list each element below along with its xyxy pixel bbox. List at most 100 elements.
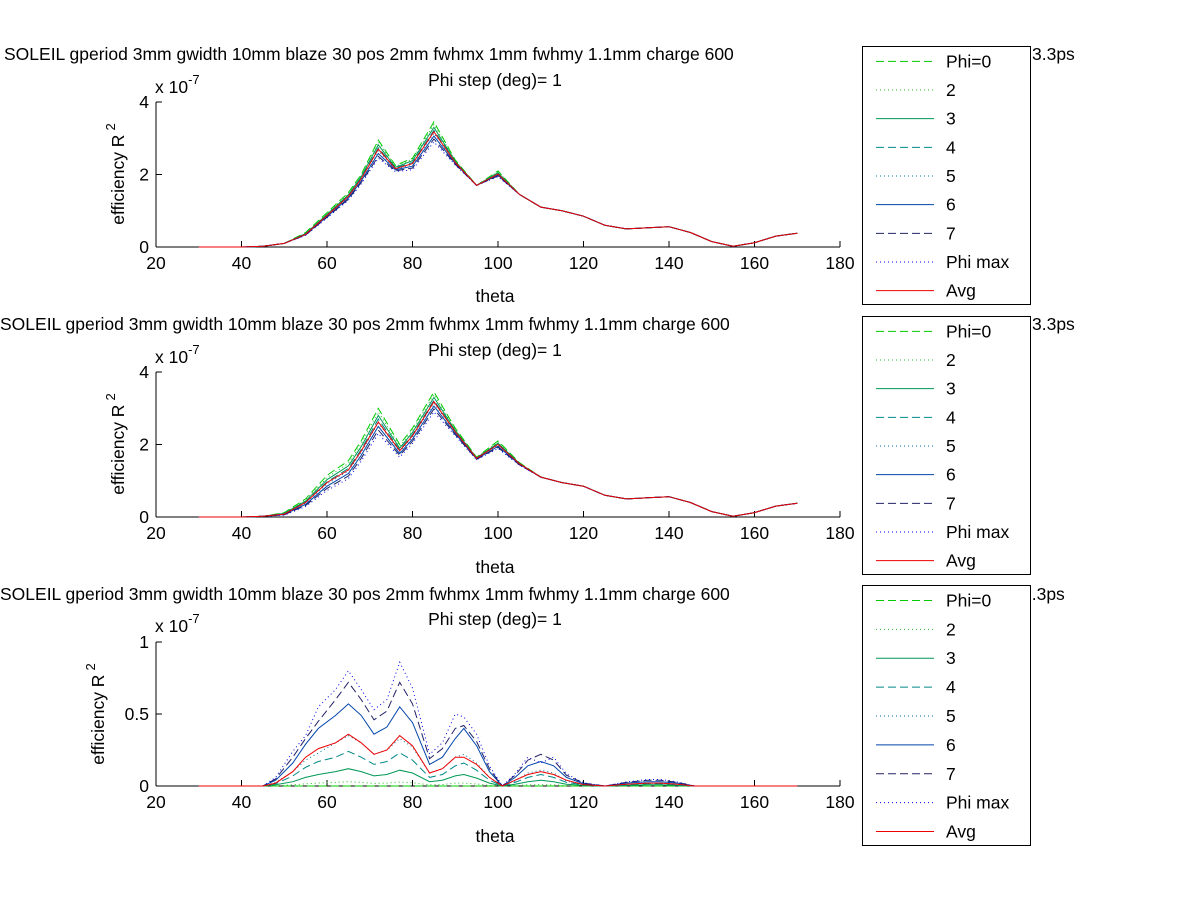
legend-box bbox=[862, 585, 1031, 846]
x-tick-label: 160 bbox=[740, 792, 769, 812]
legend-label: 7 bbox=[946, 493, 956, 513]
legend-label: 4 bbox=[946, 407, 956, 427]
legend-label: 6 bbox=[946, 735, 956, 755]
y-tick-label: 4 bbox=[139, 92, 149, 112]
legend-label: 3 bbox=[946, 109, 956, 129]
series-line-avg bbox=[198, 400, 798, 518]
y-axis-label-superscript: 2 bbox=[83, 663, 98, 670]
chart-title: SOLEIL gperiod 3mm gwidth 10mm blaze 30 … bbox=[4, 44, 734, 64]
legend-2: Phi=0 2 3 4 5 6 7 Phi max Avg bbox=[862, 316, 1031, 575]
series-line-5 bbox=[198, 402, 798, 518]
y-tick-label: 0.5 bbox=[125, 704, 149, 724]
x-tick-label: 100 bbox=[483, 523, 512, 543]
axes-1: 20 40 60 80 100 120 140 160 180 0 2 4 bbox=[139, 92, 855, 273]
legend-label: 4 bbox=[946, 677, 956, 697]
x-tick-label: 80 bbox=[403, 523, 423, 543]
legend-label: Phi max bbox=[946, 252, 1009, 272]
y-tick-label: 0 bbox=[139, 776, 149, 796]
axes-3: 20 40 60 80 100 120 140 160 180 0 0.5 1 bbox=[125, 632, 855, 812]
x-axis-label: theta bbox=[476, 557, 515, 577]
y-multiplier: x 10-7 bbox=[155, 611, 200, 636]
series-line-avg bbox=[198, 733, 798, 787]
series-line-5 bbox=[198, 735, 798, 787]
chart-title-tail: 3.3ps bbox=[1032, 44, 1075, 64]
y-axis-label-superscript: 2 bbox=[103, 393, 118, 400]
y-axis-label: efficiency R2 bbox=[103, 123, 128, 224]
x-tick-label: 80 bbox=[403, 792, 423, 812]
y-tick-label: 4 bbox=[139, 362, 149, 382]
legend-label: 2 bbox=[946, 80, 956, 100]
x-tick-label: 180 bbox=[825, 253, 854, 273]
legend-label: 3 bbox=[946, 648, 956, 668]
legend-label: 6 bbox=[946, 465, 956, 485]
chart-subtitle: Phi step (deg)= 1 bbox=[428, 70, 562, 90]
x-tick-label: 120 bbox=[569, 792, 598, 812]
legend-label: 2 bbox=[946, 350, 956, 370]
chart-subtitle: Phi step (deg)= 1 bbox=[428, 609, 562, 629]
x-tick-label: 120 bbox=[569, 253, 598, 273]
x-tick-label: 40 bbox=[232, 253, 252, 273]
y-tick-label: 0 bbox=[139, 507, 149, 527]
legend-label: Phi max bbox=[946, 522, 1009, 542]
x-tick-label: 180 bbox=[825, 523, 854, 543]
y-axis-label: efficiency R2 bbox=[83, 663, 108, 764]
x-tick-label: 40 bbox=[232, 792, 252, 812]
x-tick-label: 140 bbox=[654, 523, 683, 543]
legend-label: Avg bbox=[946, 281, 976, 301]
x-axis-label: theta bbox=[476, 826, 515, 846]
chart-panel-3: SOLEIL gperiod 3mm gwidth 10mm blaze 30 … bbox=[0, 584, 1065, 846]
y-tick-label: 1 bbox=[139, 632, 149, 652]
y-multiplier-exponent: -7 bbox=[188, 342, 200, 357]
legend-label: 5 bbox=[946, 706, 956, 726]
series-line-7 bbox=[198, 408, 798, 518]
legend-label: Avg bbox=[946, 822, 976, 842]
legend-box bbox=[862, 46, 1031, 305]
x-tick-label: 20 bbox=[146, 792, 166, 812]
chart-title: SOLEIL gperiod 3mm gwidth 10mm blaze 30 … bbox=[0, 314, 730, 334]
legend-label: 5 bbox=[946, 166, 956, 186]
legend-label: 4 bbox=[946, 137, 956, 157]
x-tick-label: 60 bbox=[317, 523, 337, 543]
legend-3: Phi=0 2 3 4 5 6 7 Phi max Avg bbox=[862, 585, 1031, 846]
legend-1: Phi=0 2 3 4 5 6 7 Phi max Avg bbox=[862, 46, 1031, 305]
y-axis-label: efficiency R2 bbox=[103, 393, 128, 494]
x-tick-label: 140 bbox=[654, 253, 683, 273]
chart-panel-1: SOLEIL gperiod 3mm gwidth 10mm blaze 30 … bbox=[4, 44, 1075, 306]
series-group-3 bbox=[198, 660, 798, 787]
legend-label: 3 bbox=[946, 379, 956, 399]
series-line-avg bbox=[198, 130, 798, 248]
x-axis-label: theta bbox=[476, 286, 515, 306]
legend-label: Phi=0 bbox=[946, 321, 992, 341]
x-tick-label: 140 bbox=[654, 792, 683, 812]
legend-label: Phi=0 bbox=[946, 590, 992, 610]
series-line-2 bbox=[198, 393, 798, 518]
y-multiplier: x 10-7 bbox=[155, 72, 200, 97]
axes-2: 20 40 60 80 100 120 140 160 180 0 2 4 bbox=[139, 362, 855, 543]
x-tick-label: 160 bbox=[740, 253, 769, 273]
series-line-phi-0 bbox=[198, 390, 798, 518]
x-tick-label: 120 bbox=[569, 523, 598, 543]
x-tick-label: 180 bbox=[825, 792, 854, 812]
chart-panel-2: SOLEIL gperiod 3mm gwidth 10mm blaze 30 … bbox=[0, 314, 1075, 577]
legend-label: Phi=0 bbox=[946, 51, 992, 71]
series-line-6 bbox=[198, 703, 798, 787]
y-axis-label-superscript: 2 bbox=[103, 123, 118, 130]
chart-title: SOLEIL gperiod 3mm gwidth 10mm blaze 30 … bbox=[0, 584, 730, 604]
legend-label: 7 bbox=[946, 764, 956, 784]
y-multiplier-exponent: -7 bbox=[188, 611, 200, 626]
legend-label: Phi max bbox=[946, 793, 1009, 813]
y-tick-label: 0 bbox=[139, 237, 149, 257]
series-group-2 bbox=[198, 390, 798, 518]
x-tick-label: 160 bbox=[740, 523, 769, 543]
y-tick-label: 2 bbox=[139, 435, 149, 455]
legend-label: Avg bbox=[946, 551, 976, 571]
series-line-4 bbox=[198, 750, 798, 787]
x-tick-label: 60 bbox=[317, 253, 337, 273]
x-tick-label: 20 bbox=[146, 523, 166, 543]
legend-label: 5 bbox=[946, 436, 956, 456]
x-tick-label: 100 bbox=[483, 792, 512, 812]
chart-title-tail: 3.3ps bbox=[1022, 584, 1065, 604]
series-group-1 bbox=[198, 120, 798, 248]
legend-label: 2 bbox=[946, 619, 956, 639]
